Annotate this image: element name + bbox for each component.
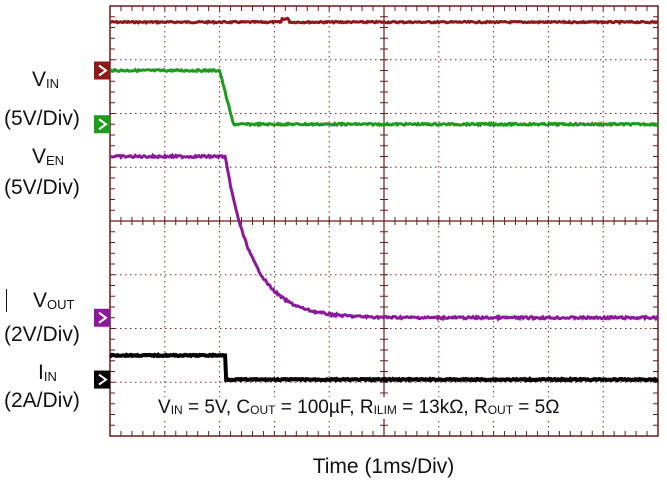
trace-vin (109, 16, 659, 26)
marker-flag (94, 61, 110, 80)
marker-flag (94, 115, 110, 134)
vin-label: VIN (32, 68, 60, 91)
plot-traces (109, 16, 660, 383)
chevron-right-icon (98, 64, 108, 77)
ven-channel-marker (94, 115, 110, 134)
chevron-right-icon (98, 311, 108, 324)
chevron-right-icon (98, 118, 108, 131)
vout-label: VOUT (2, 289, 74, 317)
vin-channel-marker (94, 61, 110, 80)
trace-vout (109, 152, 659, 323)
vin-scale: (5V/Div) (4, 107, 80, 130)
vout-scale: (2V/Div) (4, 323, 80, 346)
ven-scale: (5V/Div) (4, 176, 80, 199)
x-axis-label: Time (1ms/Div) (312, 455, 455, 478)
iin-channel-marker (94, 370, 110, 389)
iin-label: IIN (38, 361, 57, 384)
vout-channel-marker (94, 308, 110, 327)
marker-flag (94, 370, 110, 389)
plot-grid (109, 5, 659, 437)
chevron-right-icon (98, 373, 108, 386)
ven-label: VEN (32, 145, 65, 168)
test-conditions-annotation: VIN = 5V, COUT = 100µF, RILIM = 13kΩ, RO… (156, 397, 562, 419)
marker-flag (94, 308, 110, 327)
trace-iin (109, 351, 659, 383)
trace-ven (109, 67, 660, 128)
iin-scale: (2A/Div) (4, 389, 80, 412)
channel-markers (94, 61, 110, 389)
